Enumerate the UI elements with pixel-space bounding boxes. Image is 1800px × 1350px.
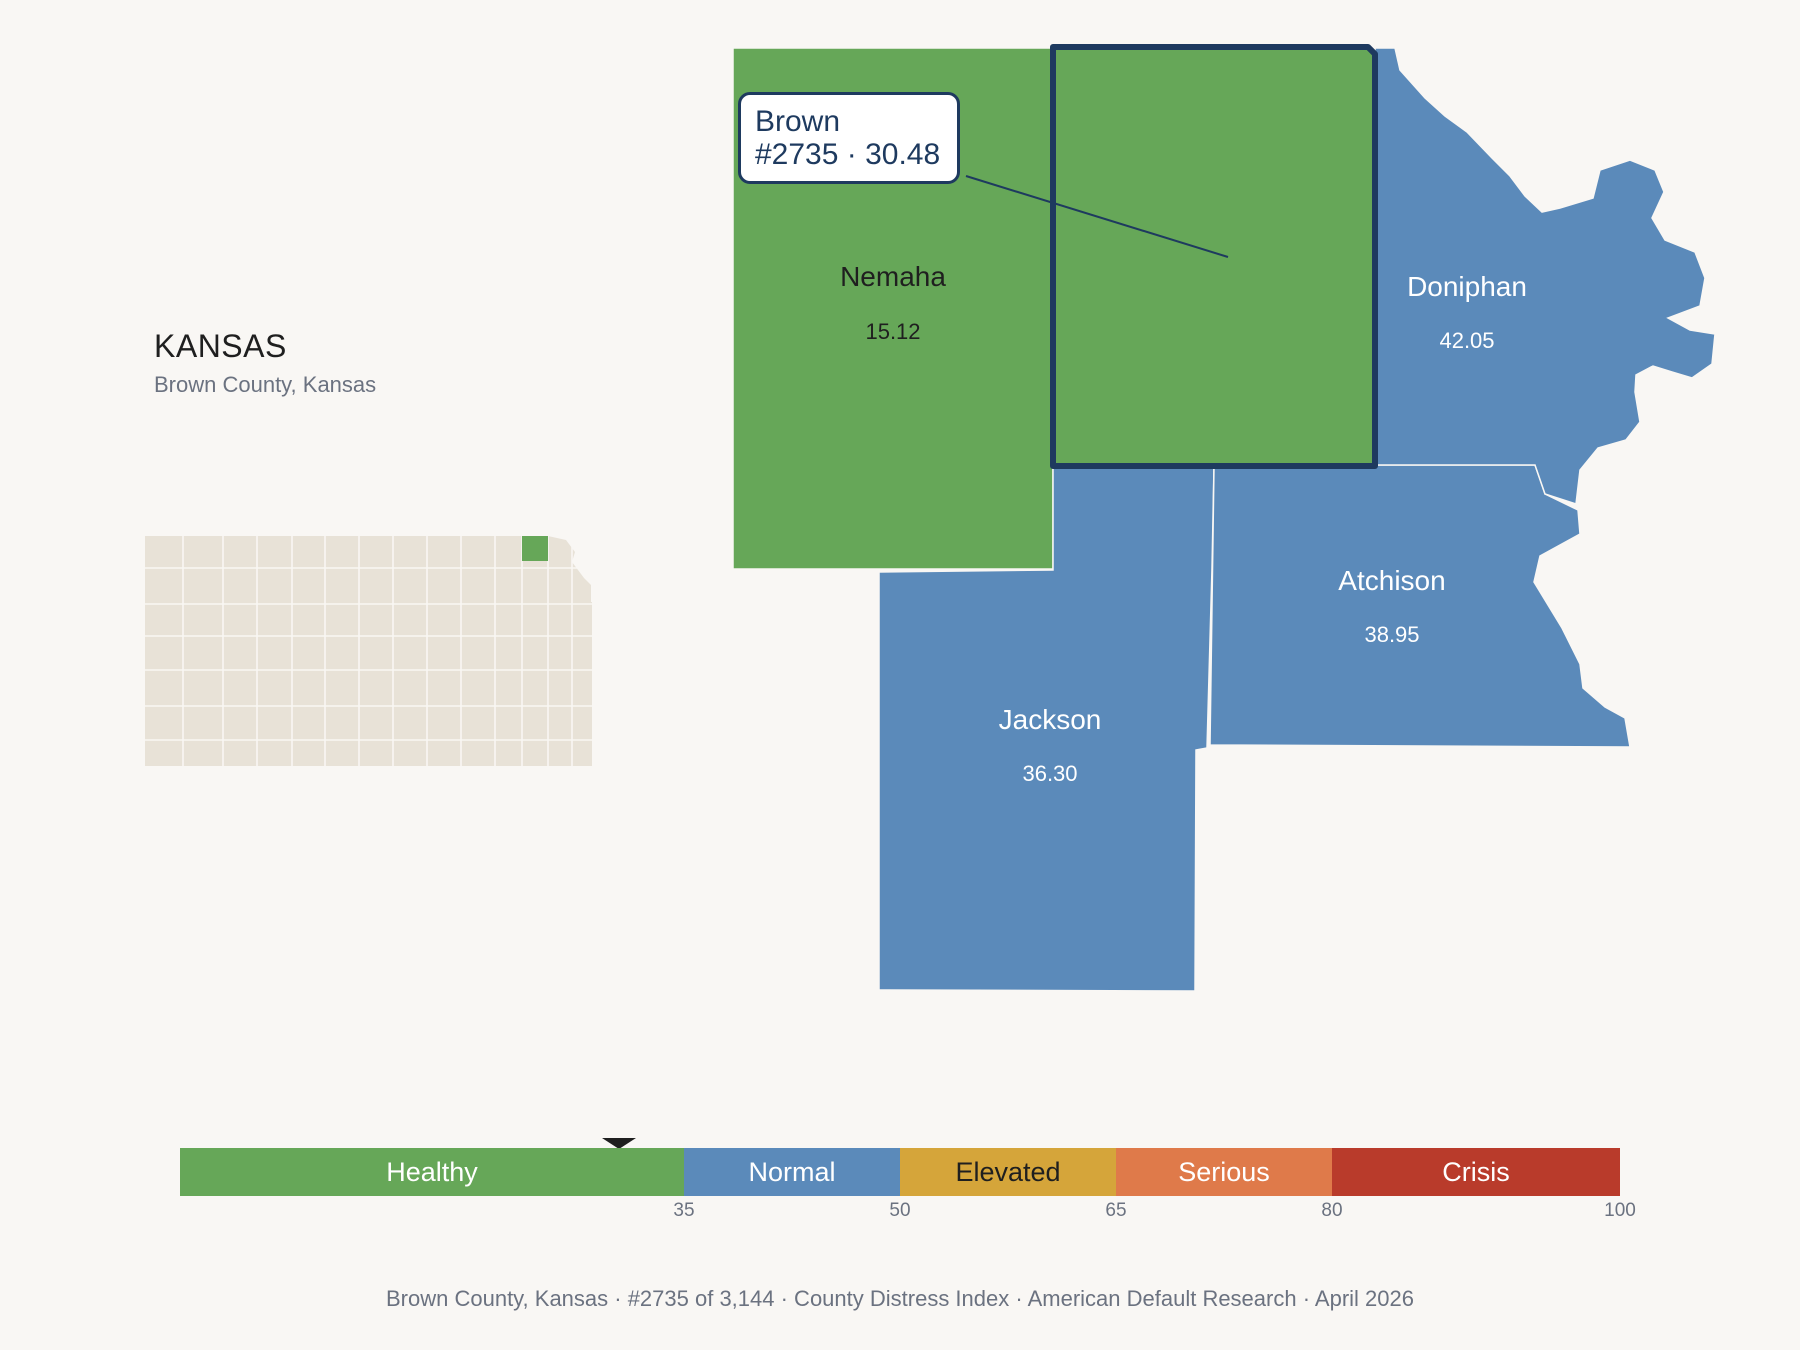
county-value-jackson: 36.30 xyxy=(1022,761,1077,786)
tooltip-leader-line xyxy=(965,175,1229,258)
legend-tick-label: 50 xyxy=(889,1200,911,1221)
legend-segment-elevated: Elevated xyxy=(900,1148,1116,1196)
county-tooltip: Brown #2735 · 30.48 xyxy=(738,92,960,184)
county-label-jackson: Jackson xyxy=(999,704,1102,735)
county-doniphan[interactable] xyxy=(1374,47,1716,505)
legend-tick-label: 65 xyxy=(1105,1200,1127,1221)
county-value-doniphan: 42.05 xyxy=(1439,328,1494,353)
county-value-nemaha: 15.12 xyxy=(865,319,920,344)
county-label-doniphan: Doniphan xyxy=(1407,271,1527,302)
legend-tick-label: 80 xyxy=(1321,1200,1343,1221)
tooltip-rank-score: #2735 · 30.48 xyxy=(755,138,941,171)
legend-tick-label: 100 xyxy=(1604,1200,1636,1221)
score-marker-icon xyxy=(601,1138,636,1149)
legend-tick-label: 35 xyxy=(673,1200,695,1221)
county-label-atchison: Atchison xyxy=(1338,565,1445,596)
legend-segment-normal: Normal xyxy=(684,1148,900,1196)
state-title: KANSAS xyxy=(154,328,287,364)
kansas-inset-county-lines xyxy=(145,536,592,766)
state-subtitle: Brown County, Kansas xyxy=(154,372,377,397)
kansas-inset-river-notch xyxy=(548,536,592,586)
county-brown[interactable] xyxy=(1050,44,1378,469)
legend-segment-serious: Serious xyxy=(1116,1148,1332,1196)
kansas-inset-fill xyxy=(145,536,592,766)
distress-scale-legend: Healthy Normal Elevated Serious Crisis xyxy=(180,1148,1620,1196)
legend-segment-crisis: Crisis xyxy=(1332,1148,1620,1196)
footer-caption: Brown County, Kansas · #2735 of 3,144 · … xyxy=(386,1286,1414,1311)
tooltip-county-name: Brown xyxy=(755,105,841,138)
kansas-inset-brown-highlight xyxy=(522,536,548,561)
county-jackson[interactable] xyxy=(878,465,1215,992)
county-value-atchison: 38.95 xyxy=(1364,622,1419,647)
kansas-inset-map xyxy=(145,536,593,766)
county-atchison[interactable] xyxy=(1209,464,1631,748)
county-label-nemaha: Nemaha xyxy=(840,261,946,292)
legend-segment-healthy: Healthy xyxy=(180,1148,684,1196)
